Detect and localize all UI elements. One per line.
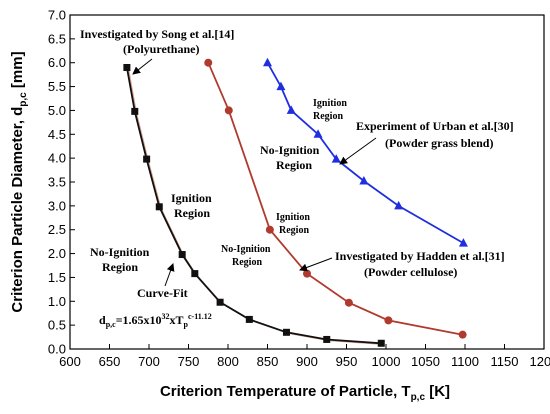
annotation-song-title: Investigated by Song et al.[14] bbox=[80, 27, 234, 41]
series-2-point bbox=[303, 269, 311, 278]
annotation-ignition-mid-1: Ignition bbox=[276, 212, 310, 223]
annotation-urban-material: (Powder grass blend) bbox=[385, 136, 493, 150]
annotation-no-ignition-left-1: No-Ignition bbox=[90, 245, 150, 259]
series-1-point bbox=[377, 339, 385, 347]
annotation-ignition-right-2: Region bbox=[313, 111, 343, 122]
x-tick-label: 650 bbox=[99, 354, 121, 369]
x-axis-title: Criterion Temperature of Particle, Tp,c … bbox=[160, 383, 450, 403]
y-axis-title: Criterion Particle Diameter, dp,c [mm] bbox=[9, 51, 29, 312]
y-tick-label: 0.5 bbox=[48, 318, 66, 333]
annotation-no-ignition-right-2: Region bbox=[276, 158, 312, 172]
annotation-urban-title: Experiment of Urban et al.[30] bbox=[356, 119, 514, 133]
series-3-point bbox=[331, 154, 341, 163]
x-tick-label: 1000 bbox=[372, 354, 401, 369]
annotation-hadden-title: Investigated by Hadden et al.[31] bbox=[335, 249, 505, 263]
series-1-point bbox=[216, 298, 224, 306]
data-series bbox=[123, 57, 468, 347]
annotation-no-ignition-mid-1: No-Ignition bbox=[221, 244, 271, 255]
series-3-point bbox=[263, 57, 272, 67]
annotation-song-arrow bbox=[132, 58, 153, 75]
annotation-no-ignition-mid-2: Region bbox=[232, 257, 262, 268]
y-tick-label: 5.0 bbox=[48, 103, 66, 118]
y-tick-label: 3.0 bbox=[48, 198, 66, 213]
series-2-point bbox=[224, 106, 233, 115]
x-tick-label: 850 bbox=[257, 354, 279, 369]
series-1-point bbox=[245, 315, 253, 323]
y-tick-label: 7.0 bbox=[48, 8, 66, 23]
annotation-urban-arrow bbox=[339, 137, 377, 165]
x-tick-label: 800 bbox=[217, 354, 239, 369]
series-3-point bbox=[286, 105, 296, 114]
x-tick-label: 900 bbox=[296, 354, 318, 369]
y-tick-label: 6.5 bbox=[48, 31, 66, 46]
annotation-ignition-right-1: Ignition bbox=[313, 98, 347, 109]
y-tick-label: 3.5 bbox=[48, 175, 66, 190]
y-tick-label: 0.0 bbox=[48, 342, 66, 357]
x-tick-label: 1100 bbox=[451, 354, 479, 369]
series-1-point bbox=[123, 63, 131, 71]
series-2-point bbox=[344, 298, 353, 307]
annotation-curve-fit: Curve-Fit bbox=[137, 286, 188, 300]
x-tick-label: 750 bbox=[178, 354, 200, 369]
series-2-point bbox=[458, 330, 467, 339]
annotation-hadden-material: (Powder cellulose) bbox=[364, 265, 457, 279]
y-tick-label: 1.0 bbox=[48, 294, 66, 309]
series-1-point bbox=[131, 107, 139, 115]
x-tick-label: 1050 bbox=[411, 354, 440, 369]
y-tick-label: 6.0 bbox=[48, 55, 66, 70]
series-1-point bbox=[143, 155, 151, 163]
annotation-ignition-left-2: Region bbox=[174, 206, 210, 220]
series-1-point bbox=[282, 328, 290, 336]
y-tick-label: 4.0 bbox=[48, 151, 66, 166]
series-2-point bbox=[204, 58, 213, 67]
y-tick-label: 1.5 bbox=[48, 270, 66, 285]
y-tick-label: 4.5 bbox=[48, 127, 66, 142]
y-tick-label: 2.5 bbox=[48, 222, 66, 237]
series-1-fit-line bbox=[127, 68, 383, 345]
annotation-no-ignition-right-1: No-Ignition bbox=[260, 143, 320, 157]
annotation-song-material: (Polyurethane) bbox=[123, 42, 199, 56]
y-tick-label: 5.5 bbox=[48, 79, 66, 94]
annotation-ignition-left-1: Ignition bbox=[171, 191, 212, 205]
series-3-point bbox=[276, 81, 286, 91]
x-tick-label: 600 bbox=[59, 354, 81, 369]
annotation-curve-fit-arrow bbox=[164, 263, 175, 287]
series-1-point bbox=[191, 270, 199, 278]
series-3-point bbox=[394, 200, 404, 210]
series-2-point bbox=[265, 225, 274, 234]
series-1-point bbox=[178, 251, 186, 259]
series-3-point bbox=[359, 176, 369, 185]
x-tick-label: 950 bbox=[336, 354, 358, 369]
series-3-point bbox=[313, 129, 323, 138]
x-tick-label: 1150 bbox=[491, 354, 519, 369]
annotation-no-ignition-left-2: Region bbox=[102, 260, 138, 274]
y-tick-label: 2.0 bbox=[48, 246, 66, 261]
series-1-point bbox=[155, 203, 163, 211]
x-tick-label: 700 bbox=[138, 354, 160, 369]
series-1-point bbox=[323, 335, 331, 343]
annotation-curve-fit-equation: dp,c=1.65x1032xTpc-11.12 bbox=[99, 312, 212, 329]
annotation-hadden-arrow bbox=[299, 257, 333, 272]
series-3-line bbox=[266, 62, 464, 244]
series-3-point bbox=[458, 238, 468, 247]
annotation-ignition-mid-2: Region bbox=[279, 225, 309, 236]
series-2-point bbox=[384, 316, 393, 325]
axis-ticks: 600 650 700 750 800 850 900 950 1000 1050 1100 1150… bbox=[48, 8, 550, 370]
